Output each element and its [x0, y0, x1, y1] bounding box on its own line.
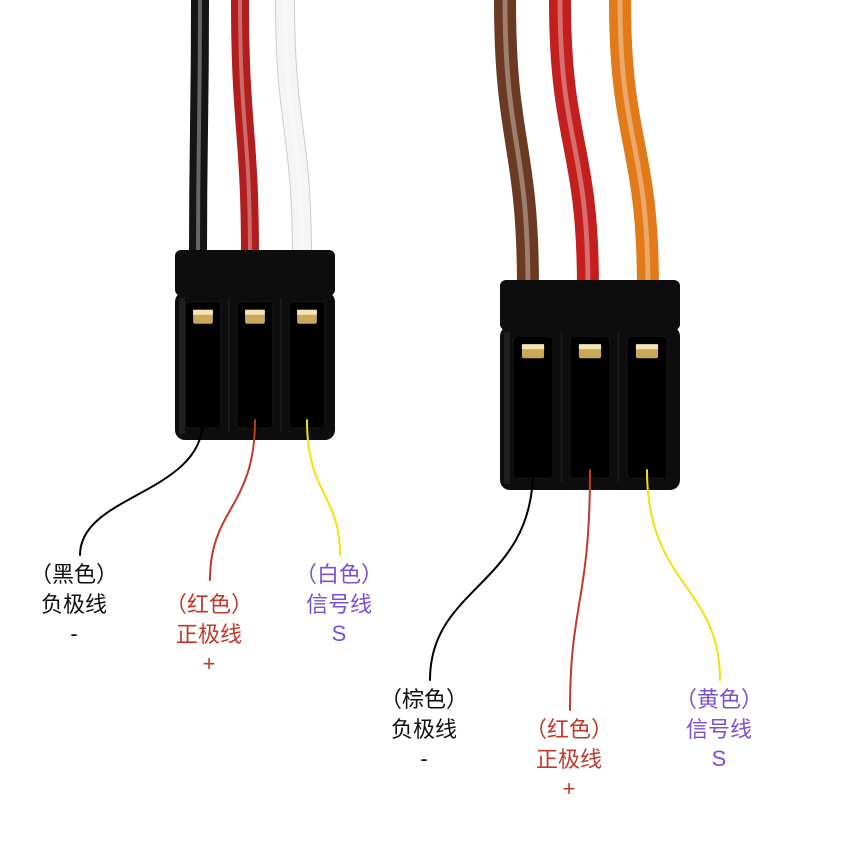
connector-sheen-left: [179, 298, 185, 434]
pin-label-line-left-2-0: （白色）: [295, 560, 383, 590]
pin-label-line-right-2-0: （黄色）: [675, 685, 763, 715]
connector-top-left: [175, 250, 335, 296]
pin-label-line-left-0-0: （黑色）: [30, 560, 118, 590]
connector-sheen-right: [504, 332, 510, 484]
pin-metal-hl-right-1: [579, 344, 601, 349]
pin-metal-hl-left-1: [245, 310, 265, 315]
pin-metal-hl-left-0: [193, 310, 213, 315]
pin-label-line-right-1-1: 正极线: [525, 745, 613, 775]
pin-label-right-2: （黄色）信号线S: [675, 685, 763, 774]
cable-highlight-left-0: [198, 0, 200, 258]
pin-label-line-left-0-2: -: [30, 619, 118, 649]
pin-label-line-left-0-1: 负极线: [30, 590, 118, 620]
lead-line-left-2: [307, 420, 340, 555]
pin-label-line-left-1-2: +: [165, 649, 253, 679]
pin-label-line-right-0-2: -: [380, 744, 468, 774]
lead-line-right-2: [647, 470, 720, 680]
lead-line-right-0: [430, 470, 533, 680]
pin-label-line-right-1-0: （红色）: [525, 715, 613, 745]
pin-label-line-right-1-2: +: [525, 774, 613, 804]
pin-label-right-1: （红色）正极线+: [525, 715, 613, 804]
pin-label-line-left-2-1: 信号线: [295, 590, 383, 620]
pin-label-line-left-1-1: 正极线: [165, 620, 253, 650]
pin-label-line-left-1-0: （红色）: [165, 590, 253, 620]
pin-label-left-0: （黑色）负极线-: [30, 560, 118, 649]
pin-label-line-left-2-2: S: [295, 619, 383, 649]
lead-line-right-1: [570, 470, 590, 710]
pin-label-left-2: （白色）信号线S: [295, 560, 383, 649]
pin-metal-hl-left-2: [297, 310, 317, 315]
lead-line-left-0: [80, 420, 203, 555]
pin-metal-hl-right-0: [522, 344, 544, 349]
pin-metal-hl-right-2: [636, 344, 658, 349]
pin-label-left-1: （红色）正极线+: [165, 590, 253, 679]
pin-label-line-right-0-0: （棕色）: [380, 685, 468, 715]
lead-line-left-1: [210, 420, 255, 580]
pin-label-line-right-0-1: 负极线: [380, 715, 468, 745]
connector-top-right: [500, 280, 680, 330]
pin-label-right-0: （棕色）负极线-: [380, 685, 468, 774]
pin-label-line-right-2-1: 信号线: [675, 715, 763, 745]
pin-label-line-right-2-2: S: [675, 744, 763, 774]
